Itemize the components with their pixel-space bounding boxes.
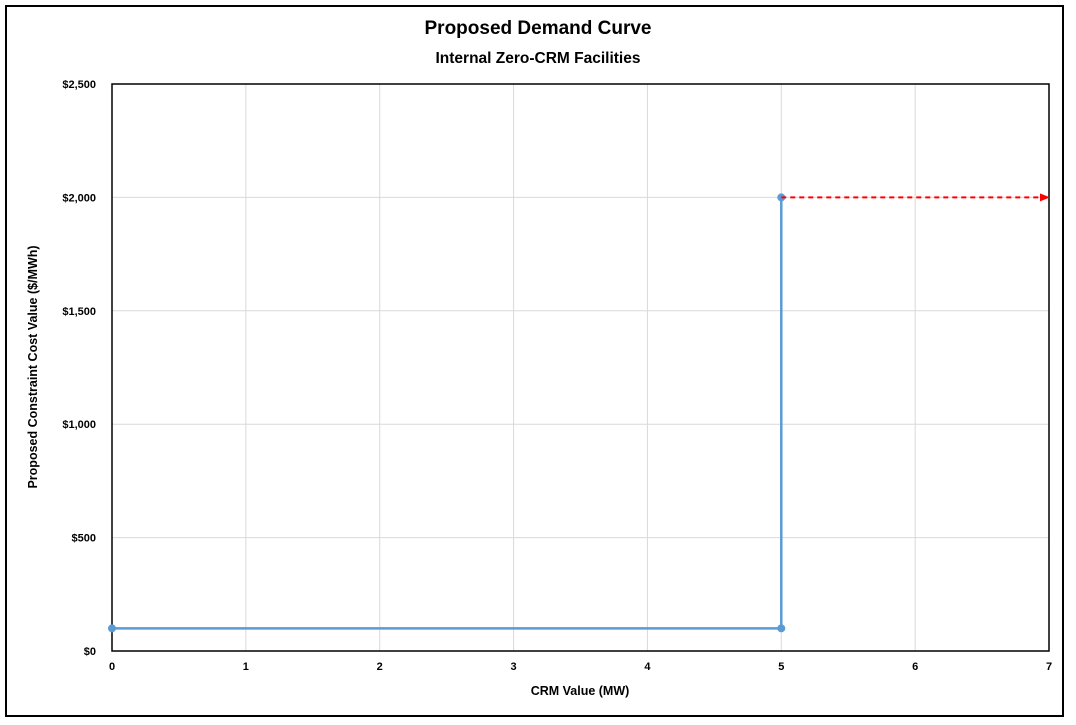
data-point-marker: [777, 624, 786, 633]
demand-curve-line: [112, 197, 783, 630]
x-tick-label: 6: [912, 661, 918, 673]
x-tick-label: 4: [644, 661, 651, 673]
chart-subtitle: Internal Zero-CRM Facilities: [436, 50, 641, 67]
y-axis-label: Proposed Constraint Cost Value ($/MWh): [26, 245, 40, 488]
plot-area-border: [111, 83, 1050, 652]
x-tick-labels: 0 1 2 3 4 5 6 7: [109, 661, 1052, 673]
y-tick-label: $2,000: [62, 192, 96, 204]
y-tick-label: $2,500: [62, 79, 96, 91]
series-layer: [108, 193, 1050, 633]
x-tick-label: 1: [243, 661, 249, 673]
x-tick-label: 5: [778, 661, 784, 673]
y-tick-label: $500: [72, 533, 96, 545]
y-tick-label: $1,000: [62, 419, 96, 431]
chart-frame: [5, 5, 1064, 717]
y-tick-label: $1,500: [62, 306, 96, 318]
x-tick-label: 0: [109, 661, 115, 673]
grid: [111, 83, 1050, 652]
x-axis-label: CRM Value (MW): [531, 684, 630, 698]
x-tick-label: 3: [511, 661, 517, 673]
chart-title: Proposed Demand Curve: [425, 18, 652, 39]
x-tick-label: 7: [1046, 661, 1052, 673]
x-tick-label: 2: [377, 661, 383, 673]
y-tick-label: $0: [84, 646, 96, 658]
data-point-marker: [108, 624, 116, 633]
y-tick-labels: $0 $500 $1,000 $1,500 $2,000 $2,500: [62, 79, 96, 658]
